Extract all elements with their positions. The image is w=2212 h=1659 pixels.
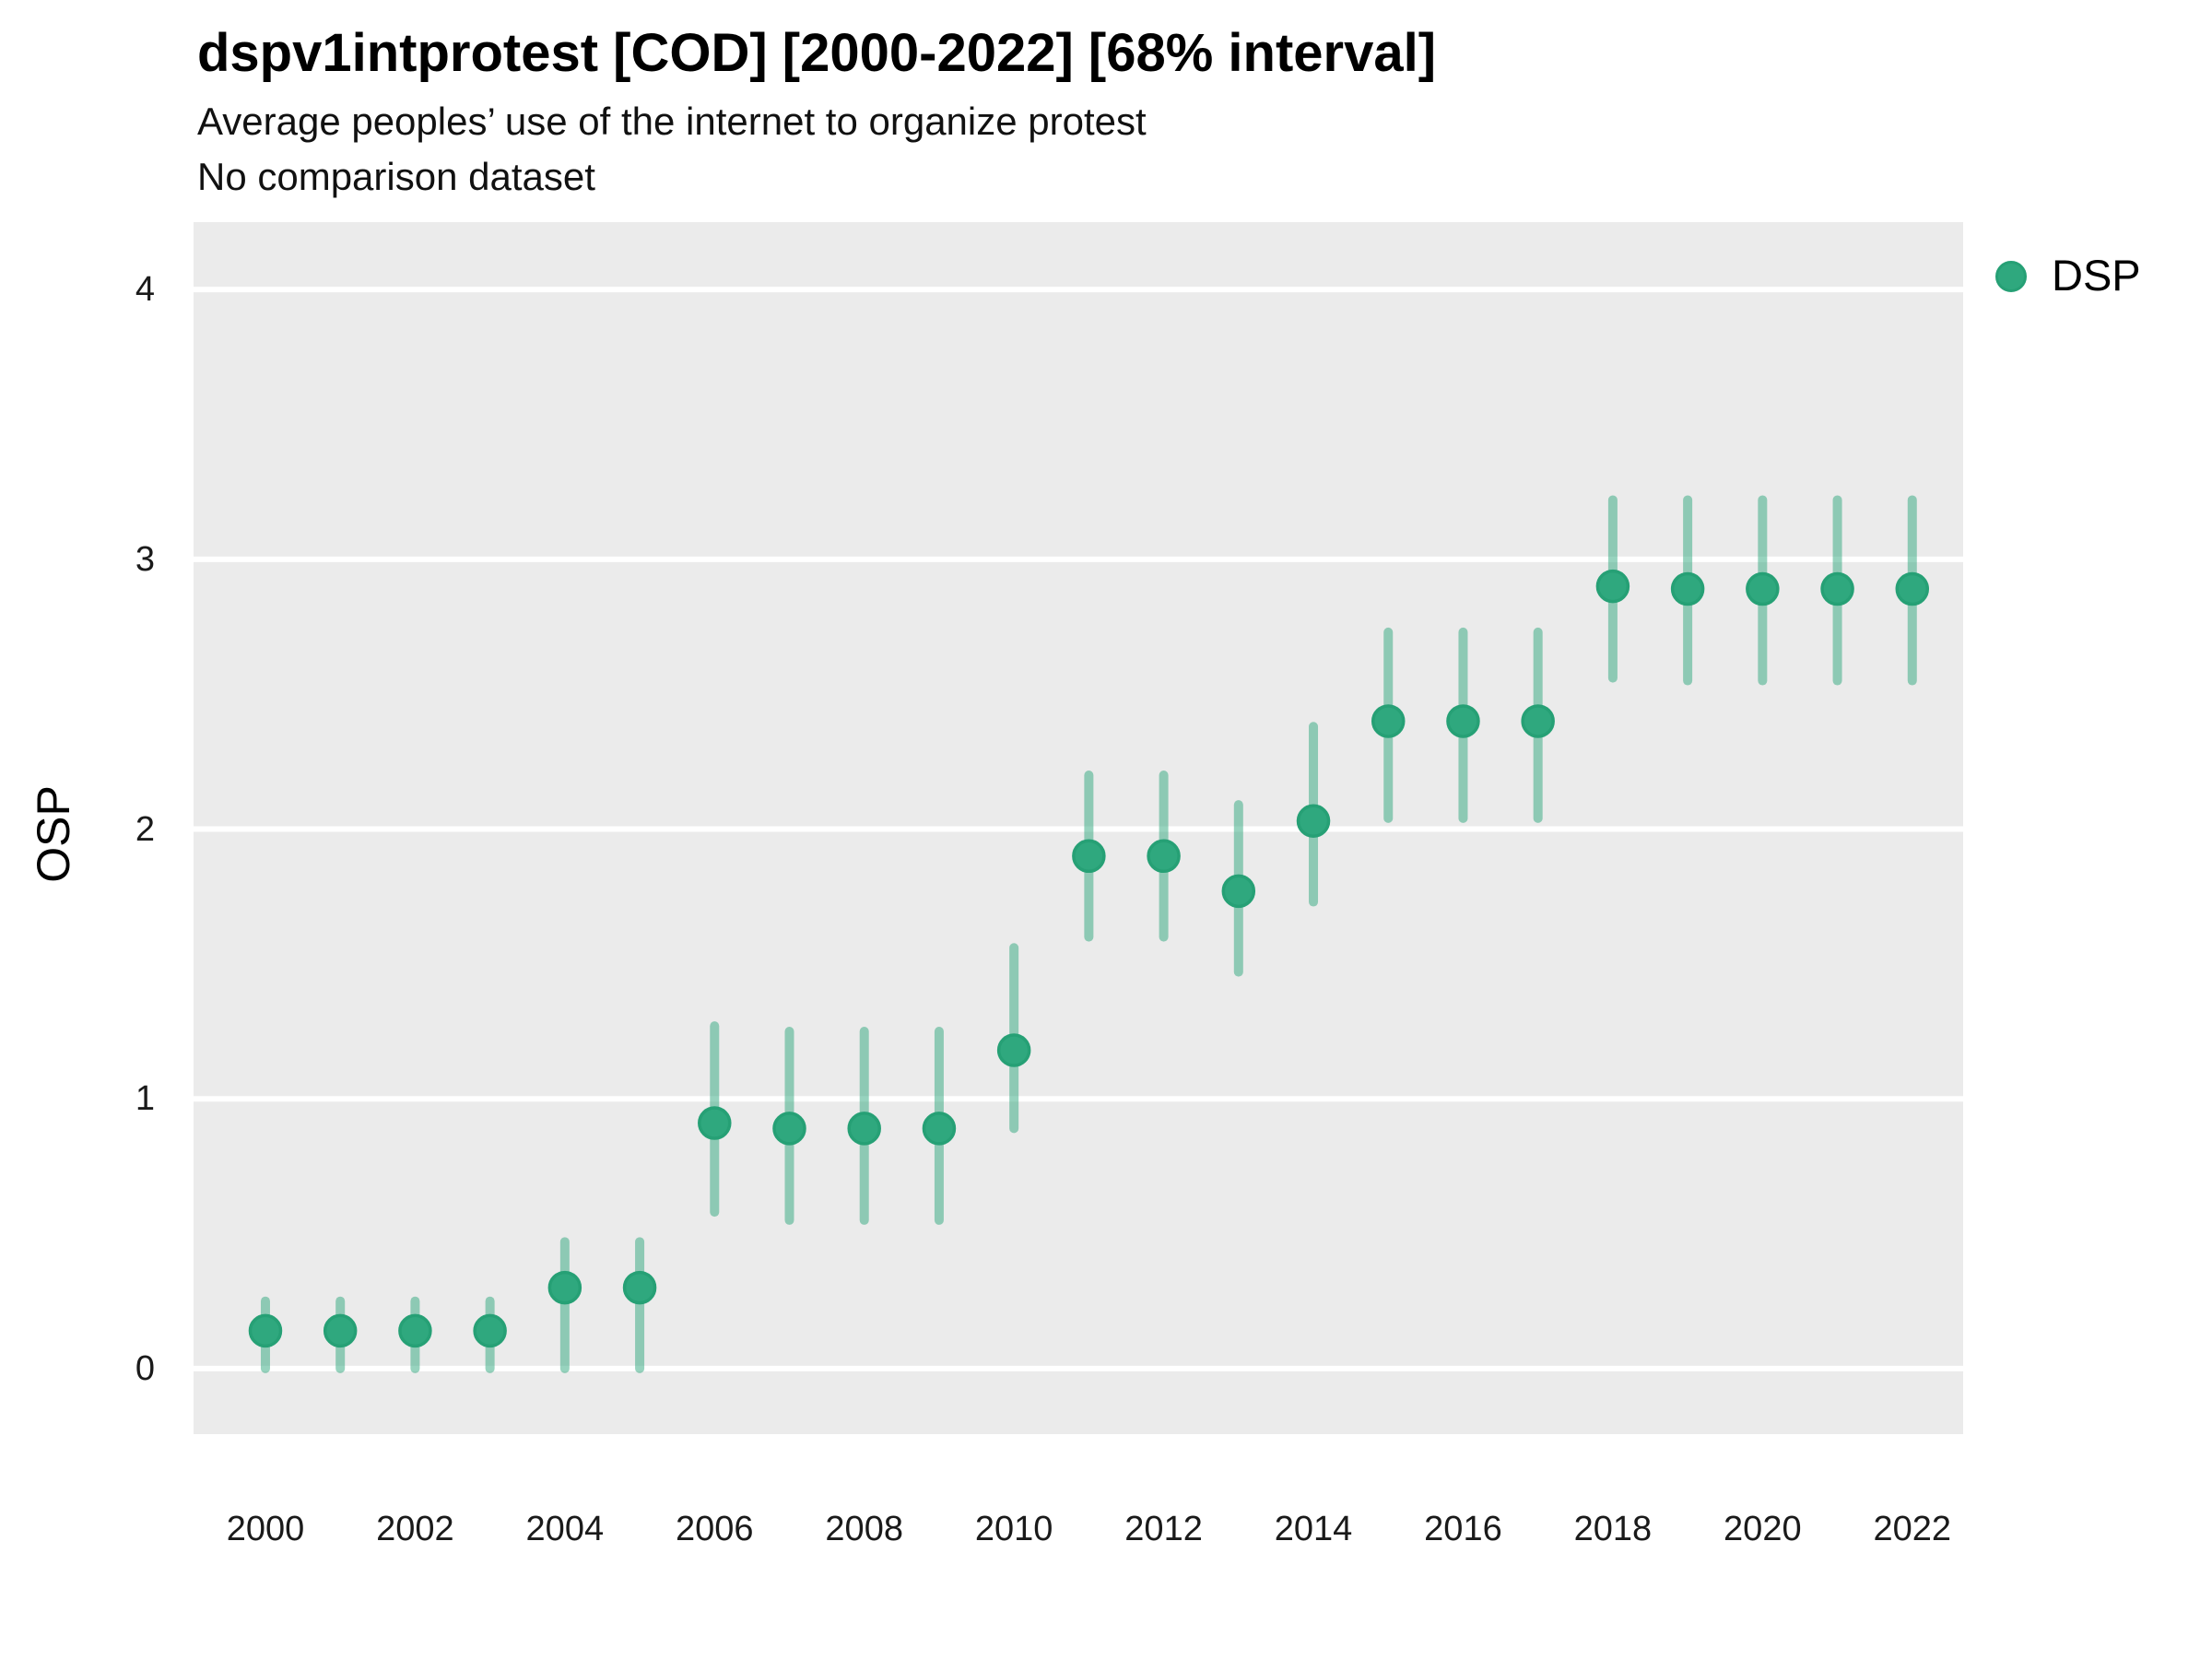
point-2005 — [622, 1270, 657, 1305]
point-2022 — [1895, 571, 1930, 606]
point-2010 — [996, 1033, 1031, 1067]
point-2021 — [1820, 571, 1854, 606]
point-2016 — [1446, 704, 1480, 738]
point-2002 — [398, 1313, 432, 1348]
y-tick-label-3: 3 — [135, 539, 155, 579]
legend-label: DSP — [2052, 251, 2141, 300]
point-2020 — [1746, 571, 1780, 606]
point-2017 — [1521, 704, 1555, 738]
point-2015 — [1371, 704, 1406, 738]
y-tick-label-1: 1 — [135, 1079, 155, 1119]
x-tick-label-2022: 2022 — [1873, 1510, 1952, 1548]
point-2014 — [1296, 804, 1331, 838]
chart-subtitle: Average peoples’ use of the internet to … — [197, 100, 1147, 143]
x-tick-label-2006: 2006 — [675, 1510, 754, 1548]
y-tick-label-0: 0 — [135, 1348, 155, 1388]
y-tick-label-4: 4 — [135, 270, 155, 310]
point-2003 — [473, 1313, 507, 1348]
chart-note: No comparison dataset — [197, 155, 595, 198]
x-tick-label-2000: 2000 — [226, 1510, 305, 1548]
x-tick-label-2018: 2018 — [1573, 1510, 1653, 1548]
legend-marker-icon — [1995, 261, 2027, 292]
point-2012 — [1147, 839, 1181, 874]
point-2001 — [323, 1313, 358, 1348]
point-2006 — [698, 1106, 732, 1140]
point-2011 — [1072, 839, 1106, 874]
point-2018 — [1595, 569, 1630, 604]
x-tick-label-2012: 2012 — [1124, 1510, 1203, 1548]
point-2008 — [847, 1112, 881, 1146]
point-2013 — [1221, 874, 1256, 909]
y-axis-title: OSP — [28, 785, 79, 883]
x-tick-label-2014: 2014 — [1274, 1510, 1353, 1548]
point-2007 — [772, 1112, 806, 1146]
chart-title: dspv1intprotest [COD] [2000-2022] [68% i… — [197, 23, 1437, 83]
point-2004 — [547, 1270, 582, 1305]
x-tick-label-2008: 2008 — [825, 1510, 903, 1548]
y-tick-label-2: 2 — [135, 809, 155, 849]
x-tick-label-2016: 2016 — [1424, 1510, 1502, 1548]
point-2000 — [248, 1313, 283, 1348]
plot-panel — [194, 222, 1963, 1434]
x-tick-label-2002: 2002 — [376, 1510, 454, 1548]
x-tick-label-2010: 2010 — [974, 1510, 1053, 1548]
point-2009 — [922, 1112, 957, 1146]
point-2019 — [1670, 571, 1705, 606]
x-tick-label-2020: 2020 — [1724, 1510, 1802, 1548]
x-tick-label-2004: 2004 — [525, 1510, 605, 1548]
